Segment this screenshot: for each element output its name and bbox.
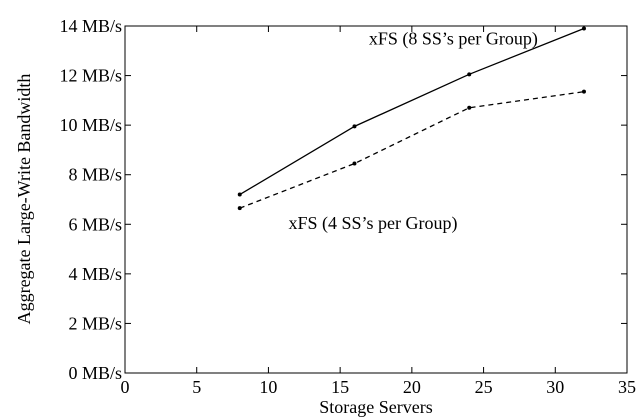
series-label-1: xFS (8 SS’s per Group) [369, 29, 538, 50]
series-1-point [581, 26, 586, 31]
x-tick-label: 5 [192, 377, 201, 397]
series-1-point [467, 72, 472, 77]
x-axis-ticks: 0 5 10 15 20 25 30 35 [121, 26, 636, 397]
series-1-point [352, 124, 357, 129]
y-tick-label: 2 MB/s [68, 313, 122, 333]
x-tick-label: 20 [403, 377, 421, 397]
series-line-1 [239, 27, 585, 196]
y-tick-label: 6 MB/s [68, 214, 122, 234]
series-2-point [352, 161, 357, 166]
y-axis-ticks: 0 MB/s 2 MB/s 4 MB/s 6 MB/s 8 MB/s 10 MB/s 12 … [59, 16, 627, 383]
y-tick-label: 8 MB/s [68, 165, 122, 185]
y-tick-label: 14 MB/s [59, 16, 122, 36]
series-label-2: xFS (4 SS’s per Group) [289, 213, 458, 234]
y-tick-label: 10 MB/s [59, 115, 122, 135]
x-tick-label: 35 [618, 377, 636, 397]
series-2-point [581, 89, 586, 94]
series-2-point [467, 105, 472, 110]
series-2-point [237, 206, 242, 211]
y-tick-label: 4 MB/s [68, 264, 122, 284]
y-tick-label: 0 MB/s [68, 363, 122, 383]
x-tick-label: 30 [546, 377, 564, 397]
series-layer [237, 26, 586, 211]
x-tick-label: 0 [121, 377, 130, 397]
x-tick-label: 25 [475, 377, 493, 397]
y-tick-label: 12 MB/s [59, 66, 122, 86]
x-tick-label: 10 [259, 377, 277, 397]
series-line-2 [239, 91, 585, 209]
y-axis-title: Aggregate Large-Write Bandwidth [14, 74, 34, 325]
annotation-layer: xFS (8 SS’s per Group) xFS (4 SS’s per Gr… [289, 29, 538, 235]
x-tick-label: 15 [331, 377, 349, 397]
series-1-point [237, 192, 242, 197]
plot-frame [124, 25, 628, 374]
x-axis-title: Storage Servers [319, 397, 432, 417]
